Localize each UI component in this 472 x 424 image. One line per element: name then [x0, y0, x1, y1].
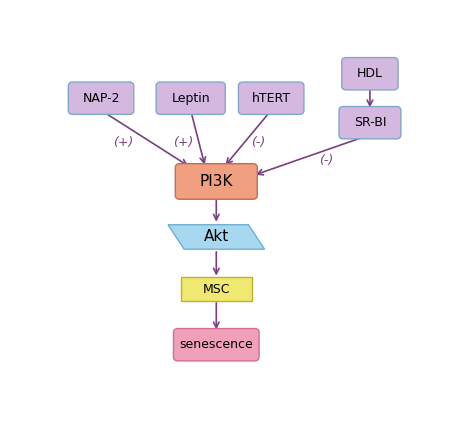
Text: Akt: Akt [204, 229, 229, 245]
Text: (+): (+) [113, 136, 133, 149]
Text: hTERT: hTERT [252, 92, 291, 105]
FancyBboxPatch shape [181, 277, 252, 301]
Text: Leptin: Leptin [171, 92, 210, 105]
Text: HDL: HDL [357, 67, 383, 80]
FancyBboxPatch shape [175, 164, 257, 199]
FancyBboxPatch shape [174, 329, 259, 361]
FancyBboxPatch shape [342, 58, 398, 90]
Text: NAP-2: NAP-2 [82, 92, 120, 105]
FancyBboxPatch shape [238, 82, 304, 114]
Text: (+): (+) [173, 136, 194, 149]
Polygon shape [168, 225, 265, 249]
Text: (-): (-) [319, 154, 333, 167]
Text: PI3K: PI3K [200, 174, 233, 189]
Text: SR-BI: SR-BI [354, 116, 386, 129]
Text: MSC: MSC [202, 283, 230, 296]
Text: senescence: senescence [179, 338, 253, 351]
Text: (-): (-) [251, 137, 265, 149]
FancyBboxPatch shape [156, 82, 225, 114]
FancyBboxPatch shape [339, 106, 401, 139]
FancyBboxPatch shape [68, 82, 134, 114]
